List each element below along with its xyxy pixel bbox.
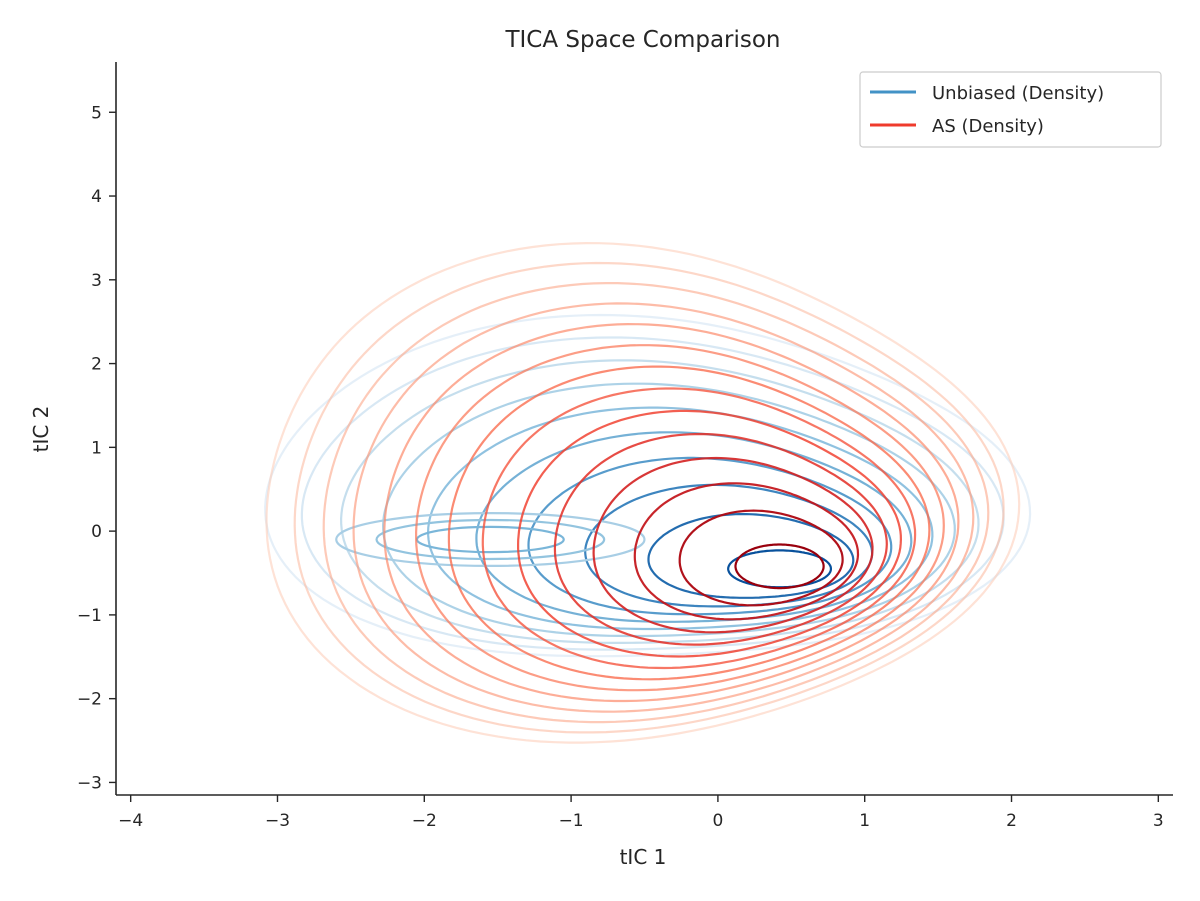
contour-line — [300, 336, 1005, 651]
x-tick-label: 2 — [1006, 811, 1017, 831]
x-axis-ticks: −4 −3 −2 −1 0 1 2 3 — [118, 795, 1164, 831]
contour-line — [633, 482, 860, 621]
contour-line — [293, 261, 1005, 734]
contour-line — [592, 456, 874, 634]
legend: Unbiased (Density) AS (Density) — [859, 71, 1162, 148]
contour-line — [335, 511, 646, 567]
contour-line — [383, 322, 960, 703]
y-tick-label: 0 — [91, 522, 102, 542]
contour-line — [339, 359, 980, 644]
contour-line — [734, 543, 825, 590]
contour-line — [352, 302, 975, 713]
y-tick-label: 4 — [91, 187, 102, 207]
y-tick-label: 1 — [91, 438, 102, 458]
y-tick-label: −3 — [77, 773, 102, 793]
x-axis-label: tIC 1 — [620, 845, 667, 869]
contour-line — [447, 365, 931, 681]
y-tick-label: 2 — [91, 355, 102, 375]
as-density-contours — [265, 241, 1021, 744]
contour-line — [381, 382, 956, 638]
x-tick-label: 0 — [712, 811, 723, 831]
y-tick-label: −2 — [77, 690, 102, 710]
x-tick-label: 3 — [1153, 811, 1164, 831]
legend-label-as: AS (Density) — [932, 116, 1044, 137]
contour-line — [415, 344, 945, 692]
y-axis-label: tIC 2 — [29, 406, 53, 453]
x-tick-label: −2 — [412, 811, 437, 831]
contour-line — [553, 432, 888, 646]
contour-line — [375, 518, 606, 561]
contour-line — [517, 409, 903, 658]
y-tick-label: −1 — [77, 606, 102, 626]
contour-line — [647, 513, 855, 599]
y-axis-ticks: −3 −2 −1 0 1 2 3 4 5 — [77, 103, 116, 793]
contour-line — [265, 241, 1021, 744]
x-tick-label: −3 — [265, 811, 290, 831]
x-tick-label: 1 — [859, 811, 870, 831]
contour-line — [678, 509, 844, 607]
chart-title: TICA Space Comparison — [504, 27, 780, 53]
legend-frame — [859, 71, 1162, 148]
legend-label-unbiased: Unbiased (Density) — [932, 83, 1104, 104]
plot-area — [264, 241, 1032, 744]
contour-line — [481, 387, 917, 670]
x-tick-label: −4 — [118, 811, 143, 831]
x-tick-label: −1 — [559, 811, 584, 831]
y-tick-label: 5 — [91, 103, 102, 123]
y-tick-label: 3 — [91, 271, 102, 291]
contour-line — [322, 282, 990, 724]
